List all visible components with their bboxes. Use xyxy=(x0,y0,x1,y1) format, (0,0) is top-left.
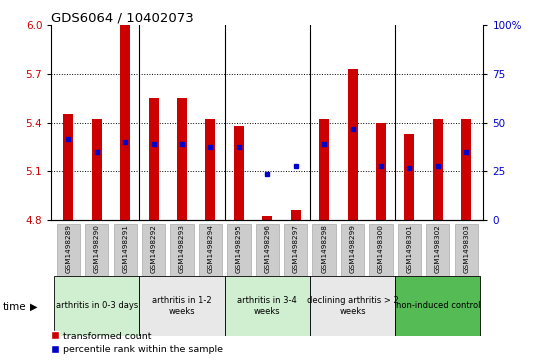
Text: GSM1498298: GSM1498298 xyxy=(321,224,327,273)
Bar xyxy=(291,210,301,220)
Bar xyxy=(120,25,130,220)
Bar xyxy=(262,216,272,220)
FancyBboxPatch shape xyxy=(85,224,109,276)
Text: GSM1498292: GSM1498292 xyxy=(151,224,157,273)
FancyBboxPatch shape xyxy=(225,276,310,336)
Text: non-induced control: non-induced control xyxy=(396,301,480,310)
FancyBboxPatch shape xyxy=(455,224,478,276)
Bar xyxy=(177,98,187,220)
Bar xyxy=(376,122,386,220)
Text: declining arthritis > 2
weeks: declining arthritis > 2 weeks xyxy=(307,296,399,315)
Bar xyxy=(63,114,73,220)
FancyBboxPatch shape xyxy=(369,224,393,276)
Text: ▶: ▶ xyxy=(30,302,37,312)
Bar xyxy=(92,119,102,220)
FancyBboxPatch shape xyxy=(313,224,336,276)
Text: arthritis in 3-4
weeks: arthritis in 3-4 weeks xyxy=(238,296,297,315)
Text: GSM1498301: GSM1498301 xyxy=(407,224,413,273)
Text: GSM1498289: GSM1498289 xyxy=(65,224,71,273)
Text: GSM1498290: GSM1498290 xyxy=(94,224,100,273)
Bar xyxy=(319,119,329,220)
Legend: transformed count, percentile rank within the sample: transformed count, percentile rank withi… xyxy=(48,328,227,358)
FancyBboxPatch shape xyxy=(113,224,137,276)
Bar xyxy=(404,134,414,220)
FancyBboxPatch shape xyxy=(395,276,481,336)
FancyBboxPatch shape xyxy=(199,224,222,276)
FancyBboxPatch shape xyxy=(341,224,364,276)
Text: GSM1498300: GSM1498300 xyxy=(378,224,384,273)
FancyBboxPatch shape xyxy=(398,224,421,276)
Text: GSM1498294: GSM1498294 xyxy=(207,224,213,273)
FancyBboxPatch shape xyxy=(139,276,225,336)
Bar xyxy=(348,69,357,220)
FancyBboxPatch shape xyxy=(255,224,279,276)
Text: GSM1498295: GSM1498295 xyxy=(236,224,242,273)
FancyBboxPatch shape xyxy=(171,224,194,276)
Text: time: time xyxy=(3,302,26,312)
Text: arthritis in 1-2
weeks: arthritis in 1-2 weeks xyxy=(152,296,212,315)
Text: GSM1498302: GSM1498302 xyxy=(435,224,441,273)
Bar xyxy=(461,119,471,220)
FancyBboxPatch shape xyxy=(142,224,165,276)
Text: GSM1498296: GSM1498296 xyxy=(264,224,271,273)
Text: GSM1498297: GSM1498297 xyxy=(293,224,299,273)
Text: GSM1498303: GSM1498303 xyxy=(463,224,469,273)
FancyBboxPatch shape xyxy=(310,276,395,336)
Bar xyxy=(234,126,244,220)
Text: GSM1498299: GSM1498299 xyxy=(349,224,355,273)
Text: GDS6064 / 10402073: GDS6064 / 10402073 xyxy=(51,11,194,24)
Bar xyxy=(433,119,443,220)
Text: GSM1498291: GSM1498291 xyxy=(122,224,128,273)
Text: arthritis in 0-3 days: arthritis in 0-3 days xyxy=(56,301,138,310)
FancyBboxPatch shape xyxy=(57,224,80,276)
Bar xyxy=(206,119,215,220)
Text: GSM1498293: GSM1498293 xyxy=(179,224,185,273)
Bar xyxy=(148,98,159,220)
FancyBboxPatch shape xyxy=(426,224,449,276)
FancyBboxPatch shape xyxy=(227,224,251,276)
FancyBboxPatch shape xyxy=(54,276,139,336)
FancyBboxPatch shape xyxy=(284,224,307,276)
